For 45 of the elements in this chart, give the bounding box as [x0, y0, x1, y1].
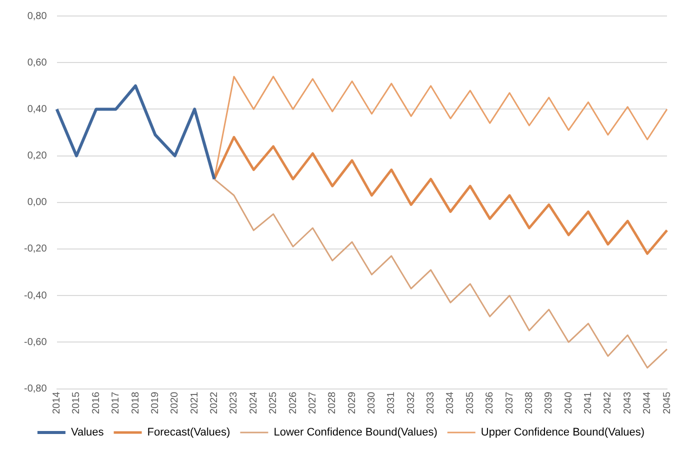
x-tick-label: 2021	[189, 391, 200, 414]
y-tick-label: 0,40	[27, 104, 48, 115]
y-tick-label: 0,00	[27, 197, 48, 208]
x-tick-label: 2040	[563, 391, 574, 414]
x-tick-label: 2015	[71, 391, 82, 414]
x-tick-label: 2038	[524, 391, 535, 414]
x-tick-label: 2028	[327, 391, 338, 414]
x-tick-label: 2023	[228, 391, 240, 414]
x-tick-label: 2036	[484, 391, 496, 414]
x-tick-label: 2029	[346, 391, 358, 414]
x-tick-label: 2018	[130, 391, 142, 414]
x-tick-label: 2014	[52, 391, 63, 414]
y-tick-label: 0,60	[27, 57, 48, 68]
y-tick-label: -0,60	[24, 336, 48, 348]
x-tick-label: 2035	[464, 391, 476, 414]
x-tick-label: 2033	[426, 391, 437, 414]
x-tick-label: 2031	[386, 391, 398, 414]
x-tick-label: 2034	[445, 391, 456, 414]
x-tick-label: 2025	[268, 391, 280, 414]
x-tick-label: 2032	[406, 391, 417, 414]
x-tick-label: 2016	[90, 391, 102, 414]
legend-label: Upper Confidence Bound(Values)	[480, 426, 645, 439]
x-tick-label: 2027	[307, 391, 318, 414]
x-tick-label: 2043	[622, 391, 634, 414]
y-tick-label: 0,80	[27, 10, 48, 22]
legend-label: Forecast(Values)	[147, 426, 230, 439]
x-tick-label: 2017	[110, 391, 122, 414]
x-tick-label: 2041	[583, 391, 594, 414]
x-tick-label: 2042	[602, 391, 614, 414]
x-tick-label: 2024	[248, 391, 260, 414]
x-tick-label: 2030	[366, 391, 378, 414]
x-tick-label: 2037	[504, 391, 516, 414]
x-tick-label: 2019	[150, 391, 161, 414]
y-tick-label: 0,20	[27, 150, 48, 162]
x-tick-label: 2022	[209, 391, 220, 414]
y-tick-label: -0,80	[24, 384, 48, 395]
x-tick-label: 2044	[642, 391, 654, 414]
x-tick-label: 2039	[544, 391, 555, 414]
x-tick-label: 2020	[170, 391, 181, 414]
x-tick-label: 2026	[288, 391, 299, 414]
legend-label: Lower Confidence Bound(Values)	[274, 426, 438, 439]
legend-label: Values	[70, 426, 104, 439]
y-tick-label: -0,20	[24, 244, 48, 255]
y-tick-label: -0,40	[24, 290, 48, 302]
x-tick-label: 2045	[662, 391, 673, 414]
